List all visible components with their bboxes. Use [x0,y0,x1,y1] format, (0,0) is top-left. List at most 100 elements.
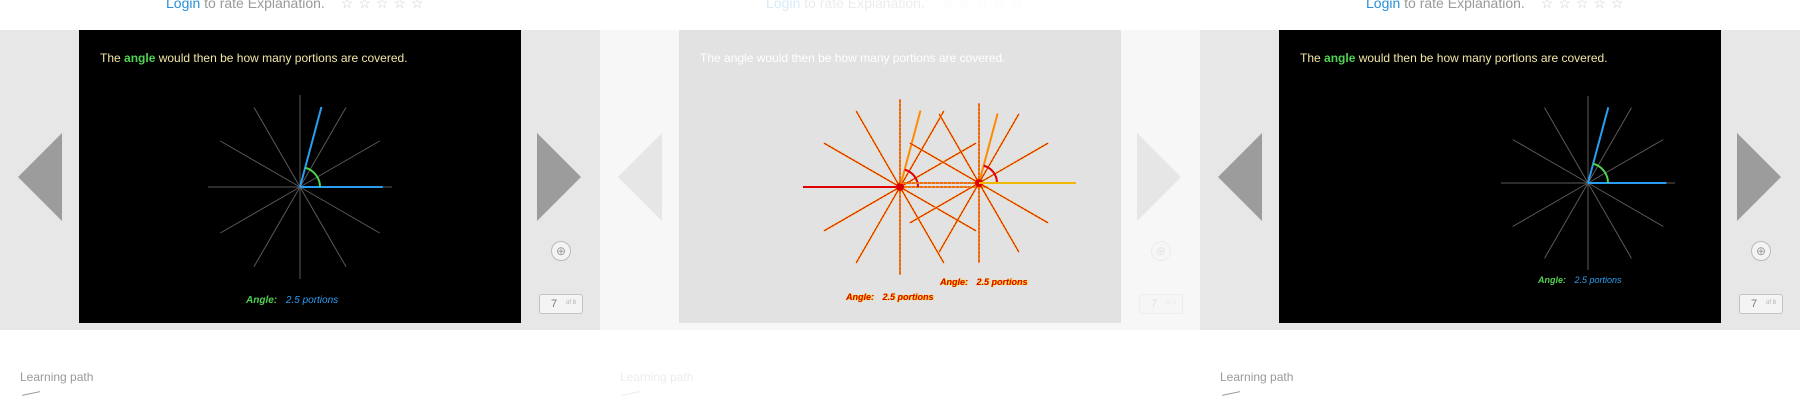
angle-label: Angle: [846,292,874,302]
caption-highlight: angle [1324,51,1356,65]
angle-label: Angle: [1538,275,1566,285]
learning-path-icon [22,391,40,400]
ghost-arc [904,168,919,188]
spoke-line [299,107,347,188]
spoke-line [220,186,301,234]
spoke-line [1587,182,1632,259]
ghost-spoke-core [899,186,945,264]
slide-stage: The angle would then be how many portion… [1200,30,1800,330]
page-total: of 8 [566,300,577,306]
spoke-line [253,107,301,188]
spoke-line [299,186,347,267]
learning-path-icon [622,391,640,400]
rating-row: Login to rate Explanation. ☆☆☆☆☆ [766,0,1028,12]
chevron-right-icon[interactable] [1737,133,1781,221]
chevron-left-icon[interactable] [618,133,662,221]
angle-readout-ghost-2: Angle: 2.5 portions [940,277,1028,287]
angle-label: Angle: [940,277,968,287]
rating-stars[interactable]: ☆☆☆☆☆ [340,0,429,11]
rate-text: to rate Explanation. [1404,0,1525,11]
ghost-spoke-core [938,113,980,184]
login-link[interactable]: Login [1366,0,1401,11]
angle-arc [304,166,321,188]
caption-end: would then be how many portions are cove… [756,51,1006,65]
slide-canvas: The angle would then be how many portion… [1279,30,1721,323]
panel-content: Login to rate Explanation. ☆☆☆☆☆ The ang… [1200,0,1800,400]
zoom-icon[interactable]: ⊕ [1751,241,1771,261]
slide-canvas: The angle would then be how many portion… [79,30,521,323]
ghost-spoke-core [823,186,901,232]
spoke-line [299,140,380,188]
ghost-spoke-core [855,110,901,188]
rating-stars[interactable]: ☆☆☆☆☆ [940,0,1029,11]
page-indicator[interactable]: 7 of 8 [1739,294,1783,314]
login-link[interactable]: Login [166,0,201,11]
chevron-left-icon[interactable] [1218,133,1262,221]
spoke-line [1587,182,1664,227]
carousel-panel-3: Login to rate Explanation. ☆☆☆☆☆ The ang… [1200,0,1800,400]
chevron-right-icon[interactable] [1137,133,1181,221]
angle-arc [1592,162,1609,184]
angle-readout: Angle: 2.5 portions [1538,275,1622,285]
carousel-panel-2: Login to rate Explanation. ☆☆☆☆☆ The ang… [600,0,1200,400]
slide-caption: The angle would then be how many portion… [1300,51,1608,65]
page-current: 7 [1151,298,1158,310]
spoke-line [299,186,380,234]
zoom-icon[interactable]: ⊕ [1151,241,1171,261]
ghost-spoke-core [978,113,1020,184]
panel-content: Login to rate Explanation. ☆☆☆☆☆ The ang… [0,0,600,400]
spoke-line [1512,139,1589,184]
angle-value: 2.5 portions [882,292,934,302]
angle-ray [1587,107,1610,184]
spoke-line [1512,182,1589,227]
learning-path-label[interactable]: Learning path [1220,370,1294,384]
caption-end: would then be how many portions are cove… [158,51,408,65]
page-current: 7 [1751,298,1758,310]
learning-path-label[interactable]: Learning path [620,370,694,384]
ghost-spoke-core [909,142,980,184]
carousel-panel-1: Login to rate Explanation. ☆☆☆☆☆ The ang… [0,0,600,400]
ghost-spoke-core [978,182,1049,224]
chevron-left-icon[interactable] [18,133,62,221]
ghost-spoke-core [899,110,945,188]
ghost-spoke-core [909,182,980,224]
chevron-right-icon[interactable] [537,133,581,221]
angle-value: 2.5 portions [976,277,1028,287]
slide-caption: The angle would then be how many portion… [700,51,1006,65]
page-indicator[interactable]: 7 of 8 [539,294,583,314]
rating-stars[interactable]: ☆☆☆☆☆ [1540,0,1629,11]
angle-diagram [1501,96,1675,270]
slide-canvas: The angle would then be how many portion… [679,30,1121,323]
login-link[interactable]: Login [766,0,801,11]
caption-highlight: angle [724,51,754,65]
spoke-line [253,186,301,267]
angle-readout-ghost-1: Angle: 2.5 portions [846,292,934,302]
rating-row: Login to rate Explanation. ☆☆☆☆☆ [166,0,428,12]
ghost-spoke-core [855,186,901,264]
angle-ray [299,106,323,188]
spoke-line [1544,182,1589,259]
learning-path-icon [1222,391,1240,400]
panel-content: Login to rate Explanation. ☆☆☆☆☆ The ang… [600,0,1200,400]
caption-highlight: angle [124,51,156,65]
spoke-line [1587,107,1632,184]
caption-start: The [100,51,121,65]
rate-text: to rate Explanation. [204,0,325,11]
page-indicator[interactable]: 7 of 8 [1139,294,1183,314]
caption-end: would then be how many portions are cove… [1358,51,1608,65]
ghost-spoke-core [823,142,901,188]
caption-start: The [700,51,721,65]
spoke-line [1587,139,1664,184]
ghost-angle-ray [899,110,922,188]
learning-path-label[interactable]: Learning path [20,370,94,384]
ghost-angle-ray [978,113,999,184]
page-current: 7 [551,298,558,310]
angle-value: 2.5 portions [285,295,339,306]
page-total: of 8 [1766,300,1777,306]
ghost-spoke-core [899,186,977,232]
zoom-icon[interactable]: ⊕ [551,241,571,261]
rating-row: Login to rate Explanation. ☆☆☆☆☆ [1366,0,1628,12]
angle-diagram [208,95,392,279]
slide-caption: The angle would then be how many portion… [100,51,408,65]
ghost-arc [983,164,998,184]
